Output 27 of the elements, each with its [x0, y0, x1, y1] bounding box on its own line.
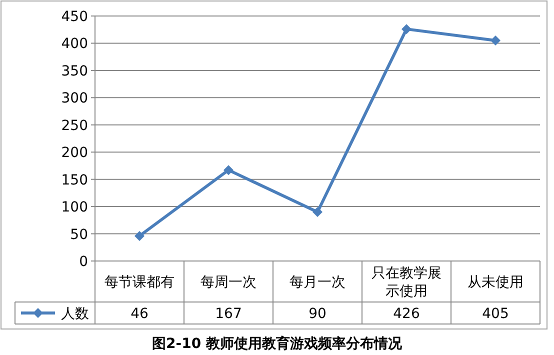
point [134, 230, 144, 241]
point [402, 24, 412, 34]
y-tick-label: 450 [61, 9, 88, 25]
x-tick-label: 从未使用 [468, 274, 524, 290]
y-tick-label: 400 [61, 36, 88, 52]
y-tick-label: 100 [61, 200, 88, 216]
x-tick-label: 只在教学展示使用 [372, 266, 442, 300]
text: 图2-10 教师使用教育游戏频率分布情况 [152, 335, 403, 352]
y-tick-label: 350 [61, 63, 88, 80]
x-tick-label: 每月一次 [290, 274, 346, 290]
y-tick-label: 250 [61, 118, 88, 134]
x-tick-label: 每节课都有 [104, 274, 174, 290]
data-label: 167 [215, 306, 242, 322]
legend-label: 人数 [61, 306, 89, 322]
y-tick-label: 50 [70, 226, 88, 243]
data-label: 90 [308, 306, 326, 322]
y-tick-label: 150 [61, 172, 88, 188]
point [224, 165, 234, 176]
x-tick-label: 每周一次 [200, 274, 256, 290]
y-tick-label: 200 [61, 145, 88, 162]
point [490, 36, 500, 46]
data-label: 46 [130, 306, 148, 322]
y-tick-label: 0 [79, 254, 88, 270]
y-tick-label: 300 [61, 90, 88, 107]
point [312, 207, 322, 217]
data-label: 405 [482, 306, 509, 322]
data-label: 426 [393, 306, 420, 322]
